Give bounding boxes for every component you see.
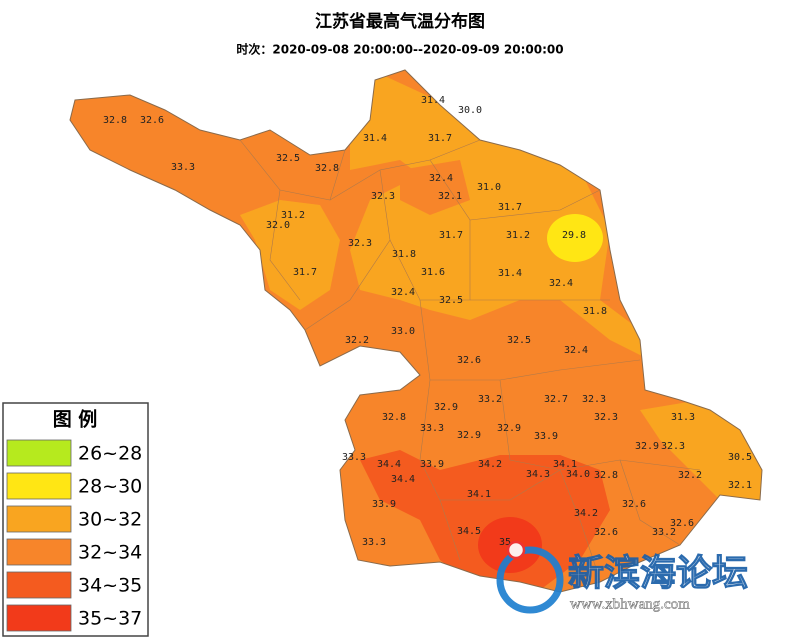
station-value: 32.3 <box>594 412 618 423</box>
station-value: 33.3 <box>362 537 386 548</box>
station-labels: 32.8 32.6 33.3 32.5 32.8 31.4 30.0 31.4 31.7 32.4… <box>103 95 752 548</box>
legend-swatch <box>6 571 72 599</box>
legend-label: 26~28 <box>78 443 142 465</box>
station-value: 34.2 <box>574 508 598 519</box>
station-value: 34.0 <box>566 469 590 480</box>
station-value: 32.8 <box>103 115 127 126</box>
station-value: 31.4 <box>363 133 387 144</box>
station-value: 32.4 <box>429 173 453 184</box>
station-value: 32.4 <box>549 278 573 289</box>
station-value: 32.3 <box>582 394 606 405</box>
station-value: 32.2 <box>345 335 369 346</box>
station-value: 32.5 <box>439 295 463 306</box>
watermark-name: 新滨海论坛 <box>568 553 748 594</box>
legend: 图 例 26~28 28~30 30~32 32~34 34~35 35~37 <box>2 402 149 637</box>
watermark: 新滨海论坛 www.xbhwang.com <box>496 540 749 614</box>
station-value: 32.6 <box>594 527 618 538</box>
station-value: 34.4 <box>377 459 401 470</box>
legend-swatch <box>6 439 72 467</box>
station-value: 33.9 <box>420 459 444 470</box>
station-value: 32.9 <box>434 402 458 413</box>
station-value: 29.8 <box>562 230 586 241</box>
station-value: 31.2 <box>506 230 530 241</box>
station-value: 32.9 <box>635 441 659 452</box>
zone-30-32 <box>240 200 340 310</box>
station-value: 31.8 <box>392 249 416 260</box>
station-value: 32.4 <box>391 287 415 298</box>
station-value: 30.5 <box>728 452 752 463</box>
zone-28-30 <box>547 214 603 262</box>
station-value: 32.5 <box>507 335 531 346</box>
watermark-url: www.xbhwang.com <box>570 596 690 612</box>
map-subtitle: 时次：2020-09-08 20:00:00--2020-09-09 20:00… <box>236 42 563 57</box>
station-value: 34.3 <box>526 469 550 480</box>
station-value: 32.9 <box>497 423 521 434</box>
station-value: 31.7 <box>428 133 452 144</box>
legend-swatch <box>6 604 72 632</box>
station-value: 32.6 <box>622 499 646 510</box>
station-value: 32.8 <box>594 470 618 481</box>
station-value: 33.0 <box>391 326 415 337</box>
station-value: 33.2 <box>652 527 676 538</box>
station-value: 32.8 <box>315 163 339 174</box>
station-value: 32.6 <box>140 115 164 126</box>
station-value: 32.7 <box>544 394 568 405</box>
station-value: 32.3 <box>348 238 372 249</box>
station-value: 33.9 <box>372 499 396 510</box>
station-value: 33.3 <box>342 452 366 463</box>
station-value: 33.9 <box>534 431 558 442</box>
station-value: 33.3 <box>420 423 444 434</box>
station-value: 32.1 <box>728 480 752 491</box>
county-borders <box>239 139 701 581</box>
station-value: 35 <box>499 537 511 548</box>
station-value: 30.0 <box>458 105 482 116</box>
station-value: 31.8 <box>583 306 607 317</box>
legend-label: 32~34 <box>78 542 142 564</box>
station-value: 32.4 <box>564 345 588 356</box>
station-value: 31.7 <box>439 230 463 241</box>
legend-swatch <box>6 505 72 533</box>
station-value: 33.2 <box>478 394 502 405</box>
station-value: 32.0 <box>266 220 290 231</box>
legend-swatch <box>6 472 72 500</box>
station-value: 31.2 <box>281 210 305 221</box>
station-value: 32.9 <box>457 430 481 441</box>
station-value: 31.3 <box>671 412 695 423</box>
station-value: 32.6 <box>457 355 481 366</box>
legend-swatch <box>6 538 72 566</box>
station-value: 31.7 <box>498 202 522 213</box>
station-value: 34.1 <box>553 459 577 470</box>
station-value: 32.5 <box>276 153 300 164</box>
station-value: 33.3 <box>171 162 195 173</box>
station-value: 31.0 <box>477 182 501 193</box>
map-title: 江苏省最高气温分布图 <box>315 11 485 32</box>
legend-label: 30~32 <box>78 509 142 531</box>
station-value: 32.2 <box>678 470 702 481</box>
station-value: 32.3 <box>371 191 395 202</box>
legend-title: 图 例 <box>53 408 98 431</box>
station-value: 32.1 <box>438 191 462 202</box>
zone-32-34 <box>400 160 470 215</box>
station-value: 32.6 <box>670 518 694 529</box>
station-value: 32.3 <box>661 441 685 452</box>
station-value: 34.2 <box>478 459 502 470</box>
station-value: 32.8 <box>382 412 406 423</box>
legend-label: 34~35 <box>78 575 142 597</box>
zone-30-32 <box>350 70 650 360</box>
station-value: 34.1 <box>467 489 491 500</box>
station-value: 31.6 <box>421 267 445 278</box>
location-dot <box>506 540 526 560</box>
logo-ring <box>496 546 564 614</box>
legend-label: 28~30 <box>78 476 142 498</box>
station-value: 31.7 <box>293 267 317 278</box>
station-value: 34.5 <box>457 526 481 537</box>
legend-label: 35~37 <box>78 608 142 630</box>
station-value: 31.4 <box>421 95 445 106</box>
station-value: 31.4 <box>498 268 522 279</box>
station-value: 34.4 <box>391 474 415 485</box>
